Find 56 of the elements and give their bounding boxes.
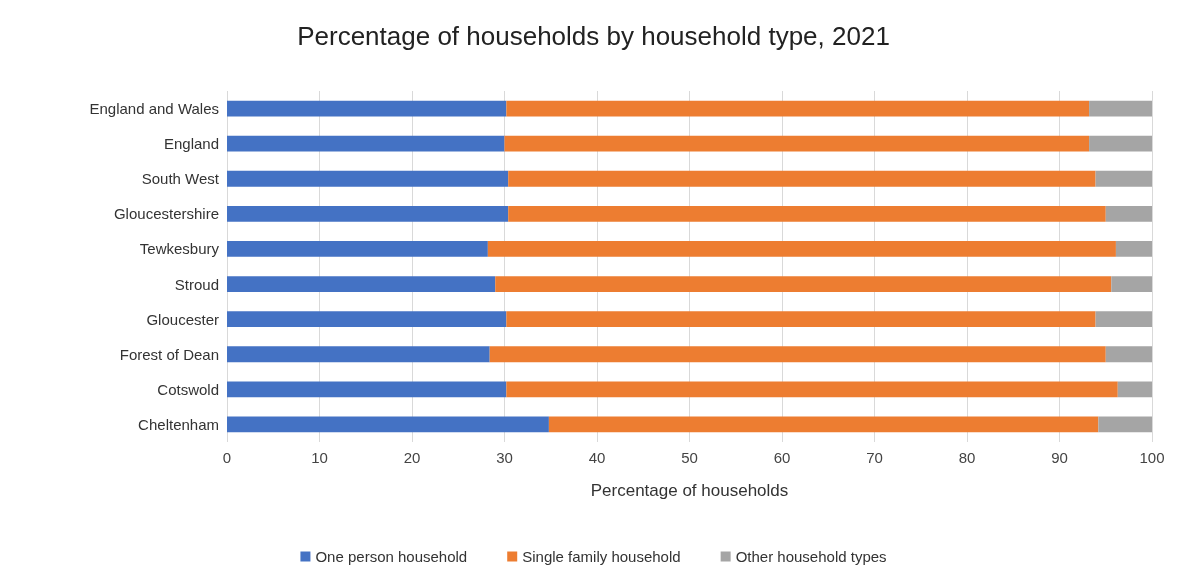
bar — [508, 170, 1096, 187]
bar — [1089, 100, 1152, 117]
legend-label: Other household types — [735, 548, 887, 565]
bar — [227, 276, 496, 292]
bar — [1111, 276, 1152, 292]
bar — [1095, 170, 1152, 187]
x-tick-label: 70 — [866, 449, 883, 466]
x-tick-label: 80 — [958, 449, 976, 466]
bar — [227, 100, 507, 117]
bar — [508, 205, 1106, 222]
bar — [1098, 416, 1152, 433]
bar — [1117, 381, 1152, 398]
x-axis-title: Percentage of households — [590, 481, 789, 500]
bar — [227, 241, 488, 257]
x-tick-label: 100 — [1139, 449, 1165, 466]
y-tick-label: England — [163, 135, 219, 153]
bar — [227, 135, 505, 152]
legend-label: One person household — [315, 548, 468, 565]
bar — [495, 276, 1112, 292]
bar — [1115, 241, 1152, 257]
x-tick-label: 0 — [222, 449, 232, 466]
bar — [548, 416, 1099, 433]
legend-label: Single family household — [522, 548, 681, 565]
bar — [489, 346, 1106, 363]
bar — [1105, 205, 1152, 222]
y-tick-label: Cotswold — [157, 380, 219, 398]
bar — [506, 311, 1096, 328]
bar — [227, 416, 549, 433]
bar — [227, 381, 507, 398]
y-tick-label: Forest of Dean — [119, 345, 219, 363]
bar — [227, 311, 507, 328]
bar — [1095, 311, 1152, 328]
y-tick-label: South West — [141, 170, 220, 188]
bar — [506, 381, 1118, 398]
bar — [227, 170, 509, 187]
x-tick-label: 10 — [311, 449, 328, 466]
y-tick-label: Tewkesbury — [139, 240, 220, 258]
x-tick-label: 20 — [403, 449, 421, 466]
bar — [506, 100, 1090, 117]
x-tick-label: 90 — [1051, 449, 1068, 466]
chart-title: Percentage of households by household type, 2021 — [297, 21, 890, 51]
y-tick-label: Gloucestershire — [113, 205, 219, 223]
x-tick-label: 60 — [773, 449, 791, 466]
x-tick-label: 30 — [496, 449, 513, 466]
bar — [227, 346, 490, 363]
bar — [227, 205, 509, 222]
x-tick-label: 40 — [588, 449, 606, 466]
bar — [1089, 135, 1152, 152]
x-tick-label: 50 — [681, 449, 698, 466]
y-tick-label: Gloucester — [146, 310, 219, 328]
bar — [1105, 346, 1152, 363]
y-tick-label: Cheltenham — [138, 415, 219, 433]
y-tick-label: England and Wales — [89, 100, 219, 118]
y-tick-label: Stroud — [174, 275, 219, 293]
bar — [504, 135, 1090, 152]
bar — [487, 241, 1116, 257]
